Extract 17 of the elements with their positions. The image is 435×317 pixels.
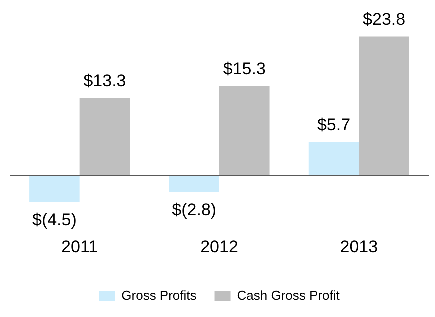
data-label: $13.3	[84, 71, 126, 90]
x-tick-label: 2012	[200, 237, 238, 256]
data-label: $(2.8)	[172, 200, 217, 220]
bar	[169, 176, 220, 192]
data-label: $(4.5)	[32, 210, 77, 230]
x-tick-label: 2011	[62, 237, 98, 256]
bar	[220, 86, 270, 176]
data-label: $5.7	[317, 116, 351, 135]
data-label: $15.3	[223, 60, 266, 79]
legend-label: Gross Profits	[122, 288, 198, 304]
bar	[308, 142, 360, 176]
data-label: $23.8	[363, 10, 406, 29]
bar	[30, 176, 80, 202]
x-tick-label: 2013	[340, 237, 378, 256]
legend-label: Cash Gross Profit	[237, 288, 340, 304]
bar	[359, 36, 410, 176]
bar	[80, 98, 130, 176]
